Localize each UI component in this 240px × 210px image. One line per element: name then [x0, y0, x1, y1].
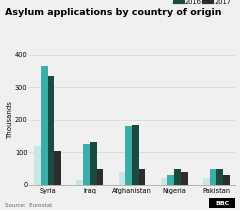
- Bar: [125, 126, 132, 185]
- Bar: [132, 125, 139, 185]
- Text: BBC: BBC: [215, 201, 229, 206]
- Bar: [203, 178, 210, 185]
- Bar: [48, 76, 54, 185]
- Bar: [41, 66, 48, 185]
- Y-axis label: Thousands: Thousands: [7, 101, 13, 139]
- Text: Asylum applications by country of origin: Asylum applications by country of origin: [5, 8, 221, 17]
- Bar: [139, 169, 145, 185]
- Bar: [167, 175, 174, 185]
- Bar: [90, 142, 97, 185]
- Bar: [216, 168, 223, 185]
- Bar: [119, 172, 125, 185]
- Legend: 2014, 2016, 2015, 2017: 2014, 2016, 2015, 2017: [174, 0, 232, 5]
- Bar: [83, 144, 90, 185]
- Bar: [161, 178, 167, 185]
- Bar: [34, 146, 41, 185]
- Text: Source:  Eurostat: Source: Eurostat: [5, 203, 52, 208]
- Bar: [223, 175, 230, 185]
- Bar: [210, 168, 216, 185]
- Bar: [181, 172, 188, 185]
- Bar: [76, 180, 83, 185]
- Bar: [174, 168, 181, 185]
- Bar: [97, 168, 103, 185]
- Bar: [54, 151, 61, 185]
